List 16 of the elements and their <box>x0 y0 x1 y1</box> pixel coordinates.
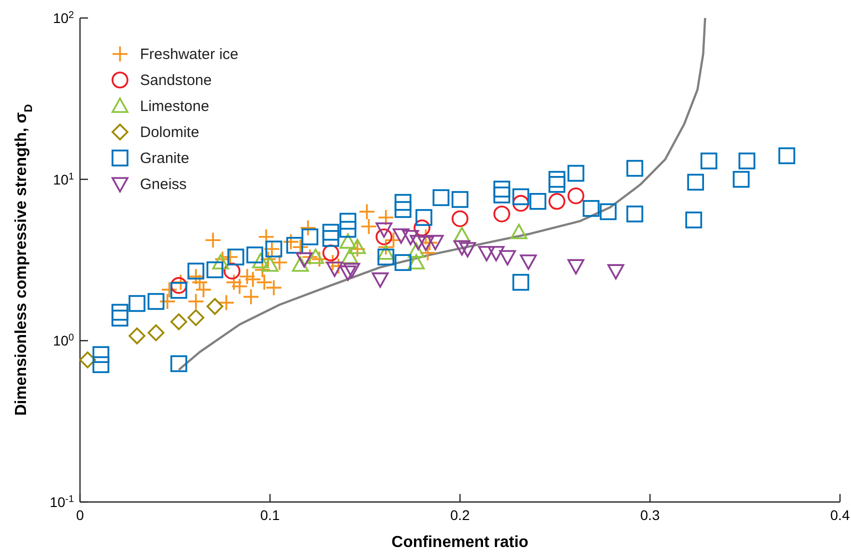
y-tick-label: 10$^{0}$ <box>52 332 75 349</box>
legend-label: Sandstone <box>140 72 212 89</box>
y-tick-label: 10$^{-1}$ <box>50 494 74 510</box>
x-tick-label: 0.2 <box>450 507 470 523</box>
y-tick-label: 10$^{1}$ <box>52 170 74 188</box>
legend-label: Limestone <box>140 98 210 115</box>
y-tick-label: 10$^{2}$ <box>52 10 74 26</box>
legend-label: Dolomite <box>140 124 200 141</box>
legend-label: Freshwater ice <box>140 46 238 63</box>
legend-label: Granite <box>140 150 190 167</box>
x-tick-label: 0.3 <box>640 507 660 523</box>
x-tick-label: 0.4 <box>830 507 850 523</box>
x-tick-label: 0 <box>76 507 84 523</box>
x-tick-label: 0.1 <box>260 507 280 523</box>
legend-label: Gneiss <box>140 176 187 193</box>
x-axis-title: Confinement ratio <box>392 534 529 551</box>
